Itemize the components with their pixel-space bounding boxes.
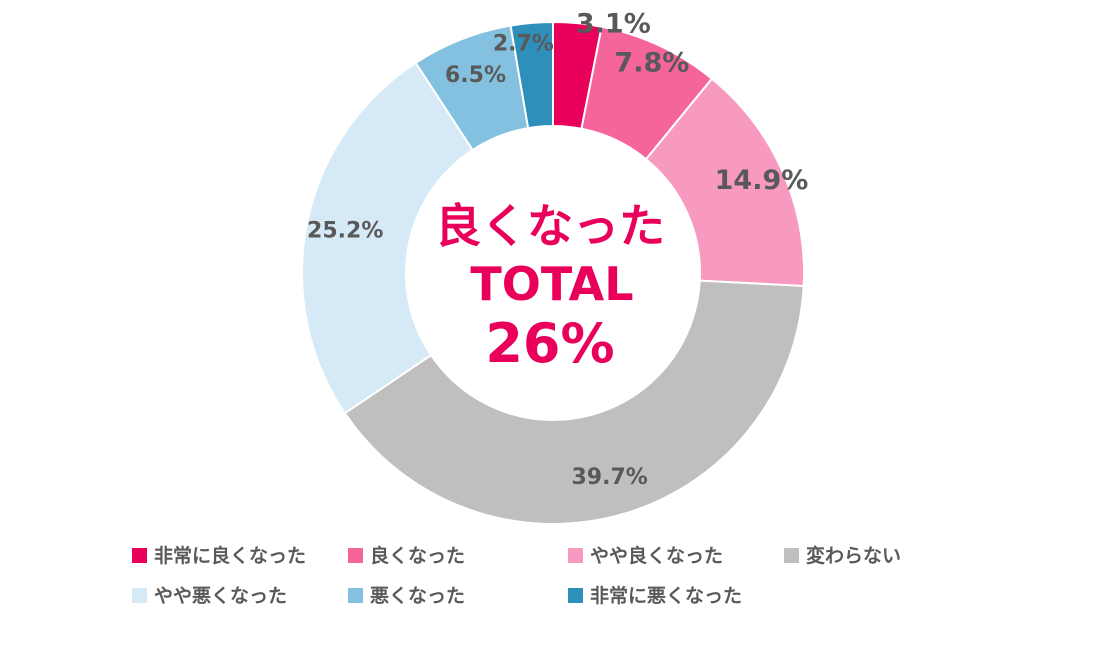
legend-item: 良くなった bbox=[348, 544, 465, 567]
donut-slice bbox=[509, 20, 554, 130]
slice-label: 3.1% bbox=[576, 9, 651, 40]
slice-label: 6.5% bbox=[445, 63, 506, 88]
legend-label: やや良くなった bbox=[590, 544, 723, 567]
center-title: 良くなった bbox=[435, 199, 665, 253]
donut-slice-labels: 3.1% 7.8% 14.9% 39.7% 25.2% 6.5% 2.7% bbox=[307, 9, 808, 490]
legend-label: 悪くなった bbox=[370, 585, 465, 607]
legend-label: 変わらない bbox=[806, 544, 901, 567]
legend-swatch bbox=[348, 588, 363, 603]
slice-label: 2.7% bbox=[493, 31, 554, 56]
legend-item: 非常に良くなった bbox=[132, 544, 306, 567]
legend-swatch bbox=[132, 588, 147, 603]
legend-item: 非常に悪くなった bbox=[568, 584, 742, 607]
legend-item: 変わらない bbox=[784, 544, 901, 567]
legend-label: 非常に悪くなった bbox=[590, 584, 742, 607]
legend-item: やや良くなった bbox=[568, 544, 723, 567]
legend-label: 良くなった bbox=[370, 544, 465, 567]
legend-item: やや悪くなった bbox=[132, 585, 287, 607]
legend-swatch bbox=[568, 588, 583, 603]
legend-label: やや悪くなった bbox=[154, 585, 287, 607]
slice-label: 14.9% bbox=[715, 165, 809, 196]
legend-swatch bbox=[784, 548, 799, 563]
donut-slices bbox=[301, 20, 805, 525]
slice-label: 39.7% bbox=[571, 465, 647, 490]
slice-label: 7.8% bbox=[614, 48, 689, 79]
center-total-value: 26% bbox=[485, 312, 614, 375]
legend-swatch bbox=[132, 548, 147, 563]
donut-center: 良くなった TOTAL 26% bbox=[435, 199, 665, 375]
center-total-label: TOTAL bbox=[470, 257, 633, 311]
donut-slice bbox=[343, 279, 805, 525]
slice-label: 25.2% bbox=[307, 218, 383, 243]
legend-item: 悪くなった bbox=[348, 585, 465, 607]
legend-swatch bbox=[348, 548, 363, 563]
donut-slice bbox=[301, 61, 474, 415]
legend-label: 非常に良くなった bbox=[154, 544, 306, 567]
legend-swatch bbox=[568, 548, 583, 563]
